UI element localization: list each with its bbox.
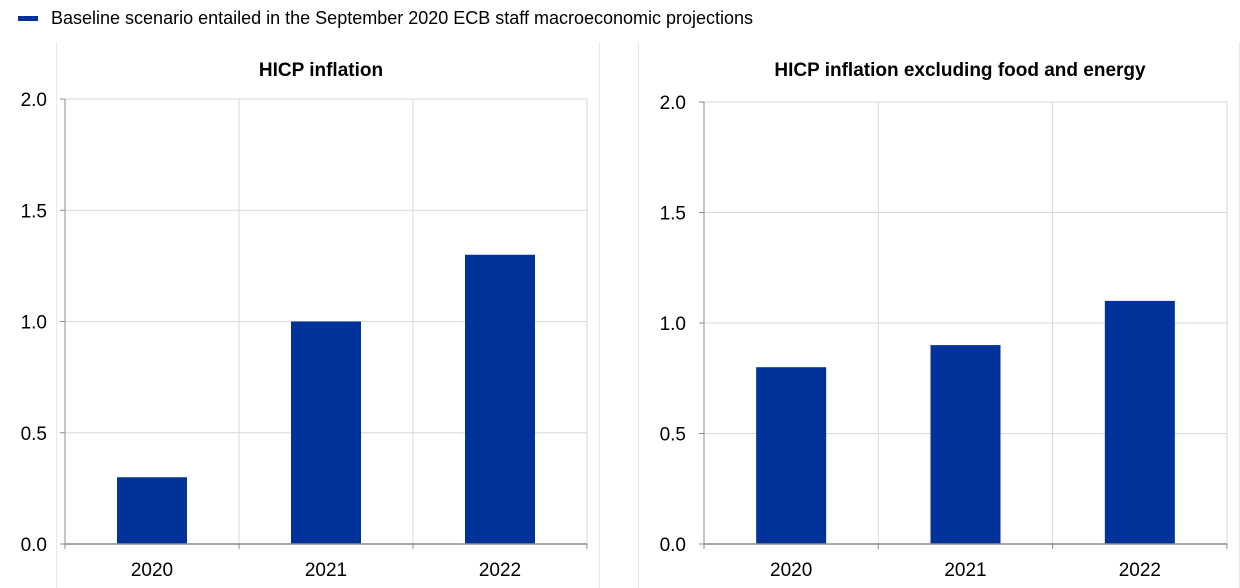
y-tick-label: 1.5 <box>660 204 686 225</box>
bar-2020 <box>117 477 187 544</box>
bar-2022 <box>465 254 535 544</box>
bar-2021 <box>930 345 1001 544</box>
bar-2022 <box>1104 300 1175 544</box>
panel-divider-middle <box>599 42 600 588</box>
x-tick-label: 2021 <box>305 560 347 581</box>
legend: Baseline scenario entailed in the Septem… <box>18 6 753 30</box>
y-tick-label: 0.0 <box>660 535 686 556</box>
y-tick-label: 1.0 <box>21 313 47 334</box>
legend-label: Baseline scenario entailed in the Septem… <box>51 7 754 28</box>
y-tick-label: 1.0 <box>660 314 686 335</box>
x-tick-label: 2020 <box>770 560 812 581</box>
bar-2021 <box>291 321 361 544</box>
x-tick-label: 2022 <box>479 560 521 581</box>
chart-title: HICP inflation <box>259 60 383 81</box>
y-tick-label: 0.5 <box>660 425 686 446</box>
bar-2020 <box>756 367 827 544</box>
y-tick-label: 0.5 <box>21 424 47 445</box>
x-tick-label: 2020 <box>131 560 173 581</box>
panel-divider-left <box>56 42 57 588</box>
y-tick-label: 2.0 <box>660 93 686 114</box>
legend-swatch <box>18 15 38 21</box>
x-tick-label: 2021 <box>944 560 986 581</box>
y-tick-label: 2.0 <box>21 90 47 111</box>
y-tick-label: 1.5 <box>21 201 47 222</box>
x-tick-label: 2022 <box>1119 560 1161 581</box>
panel-divider-mid2 <box>638 42 639 588</box>
chart-title: HICP inflation excluding food and energy <box>774 60 1146 81</box>
y-tick-label: 0.0 <box>21 535 47 556</box>
chart-hicp-inflation: HICP inflation 0.0 0.5 1.0 1.5 2.0 2020 2021 202… <box>21 60 588 581</box>
